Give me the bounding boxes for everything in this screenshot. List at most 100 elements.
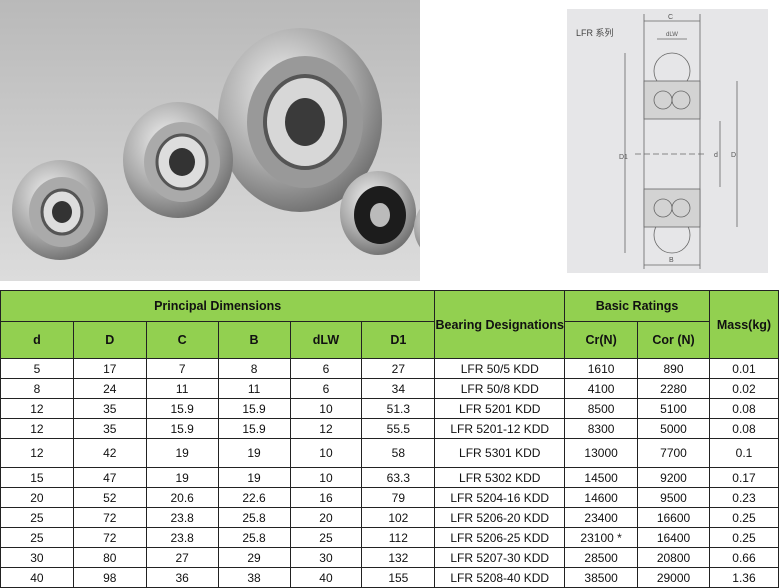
table-cell: 23.8 (145, 527, 219, 548)
table-cell: 8300 (564, 418, 639, 439)
table-cell: LFR 5204-16 KDD (434, 487, 566, 508)
table-cell: 42 (72, 438, 147, 468)
table-cell: 25.8 (217, 527, 291, 548)
table-cell: 27 (145, 547, 219, 568)
table-cell: 22.6 (217, 487, 291, 508)
bearing-large (218, 28, 382, 212)
table-cell: 29 (217, 547, 291, 568)
col-D1: D1 (361, 321, 436, 359)
table-cell: 8 (0, 378, 74, 399)
table-cell: 25 (0, 507, 74, 528)
principal-dimensions-header: Principal Dimensions (0, 290, 436, 322)
table-cell: 10 (289, 467, 363, 488)
table-cell: 10 (289, 398, 363, 419)
table-cell: 38500 (564, 567, 639, 588)
table-row: 30 80 27 29 30 132 LFR 5207-30 KDD 28500 20800 0.… (0, 547, 779, 568)
table-cell: 7 (145, 358, 219, 379)
table-cell: 5000 (637, 418, 710, 439)
table-row: 20 52 20.6 22.6 16 79 LFR 5204-16 KDD 14600 9500… (0, 487, 779, 508)
table-row: 8 24 11 11 6 34 LFR 50/8 KDD 4100 2280 0.02 (0, 378, 779, 399)
table-cell: 20 (289, 507, 363, 528)
table-cell: LFR 50/8 KDD (434, 378, 566, 399)
bearing-sealed (340, 171, 416, 255)
table-cell: 102 (361, 507, 436, 528)
table-cell: 10 (289, 438, 363, 468)
table-cell: 132 (361, 547, 436, 568)
table-cell: 890 (637, 358, 710, 379)
bearing-tiny (414, 208, 420, 248)
table-cell: 58 (361, 438, 436, 468)
table-cell: 25 (0, 527, 74, 548)
table-cell: 19 (145, 467, 219, 488)
table-cell: 6 (289, 358, 363, 379)
table-row: 25 72 23.8 25.8 25 112 LFR 5206-25 KDD 23100 * 1… (0, 527, 779, 548)
table-cell: 1610 (564, 358, 639, 379)
table-cell: 0.25 (708, 527, 779, 548)
table-cell: 52 (72, 487, 147, 508)
col-d: d (0, 321, 74, 359)
table-cell: 28500 (564, 547, 639, 568)
table-cell: 0.23 (708, 487, 779, 508)
table-cell: 0.1 (708, 438, 779, 468)
col-B: B (217, 321, 291, 359)
table-cell: 23400 (564, 507, 639, 528)
table-cell: 35 (72, 418, 147, 439)
bearing-designations-header: Bearing Designations (434, 290, 566, 359)
table-cell: 20800 (637, 547, 710, 568)
table-cell: 23.8 (145, 507, 219, 528)
table-cell: 47 (72, 467, 147, 488)
table-cell: 63.3 (361, 467, 436, 488)
table-cell: 72 (72, 527, 147, 548)
table-cell: 5 (0, 358, 74, 379)
svg-text:B: B (669, 257, 674, 264)
table-cell: 20 (0, 487, 74, 508)
table-cell: 155 (361, 567, 436, 588)
bearing-small-left (12, 160, 108, 260)
table-cell: LFR 5301 KDD (434, 438, 566, 468)
basic-ratings-header: Basic Ratings (564, 290, 710, 322)
table-cell: 11 (145, 378, 219, 399)
table-cell: LFR 5201 KDD (434, 398, 566, 419)
svg-text:D1: D1 (619, 154, 628, 161)
table-cell: 0.08 (708, 398, 779, 419)
col-cor: Cor (N) (637, 321, 710, 359)
svg-text:d: d (714, 152, 718, 159)
col-C: C (145, 321, 219, 359)
table-cell: 9200 (637, 467, 710, 488)
table-cell: 79 (361, 487, 436, 508)
label-c: C (668, 14, 673, 21)
table-cell: LFR 5206-25 KDD (434, 527, 566, 548)
table-row: 12 35 15.9 15.9 10 51.3 LFR 5201 KDD 8500 5100 0.… (0, 398, 779, 419)
table-cell: 40 (289, 567, 363, 588)
table-cell: 4100 (564, 378, 639, 399)
table-cell: 12 (289, 418, 363, 439)
table-cell: 8500 (564, 398, 639, 419)
table-cell: 19 (145, 438, 219, 468)
table-cell: LFR 50/5 KDD (434, 358, 566, 379)
table-cell: 14600 (564, 487, 639, 508)
table-row: 40 98 36 38 40 155 LFR 5208-40 KDD 38500 29000 1.… (0, 567, 779, 588)
table-cell: 7700 (637, 438, 710, 468)
table-cell: 0.17 (708, 467, 779, 488)
table-cell: 25 (289, 527, 363, 548)
lfr-cross-section-diagram: LFR 系列 C dLW D1 d D B (567, 9, 768, 273)
table-cell: 15.9 (145, 398, 219, 419)
table-cell: 2280 (637, 378, 710, 399)
table-cell: 34 (361, 378, 436, 399)
diagram-title: LFR 系列 (576, 28, 614, 38)
table-row: 15 47 19 19 10 63.3 LFR 5302 KDD 14500 9200 0.17 (0, 467, 779, 488)
table-cell: 30 (0, 547, 74, 568)
table-cell: LFR 5201-12 KDD (434, 418, 566, 439)
table-cell: 11 (217, 378, 291, 399)
table-cell: 35 (72, 398, 147, 419)
table-cell: 16 (289, 487, 363, 508)
table-cell: LFR 5208-40 KDD (434, 567, 566, 588)
svg-text:D: D (731, 152, 736, 159)
table-cell: 16600 (637, 507, 710, 528)
table-cell: 16400 (637, 527, 710, 548)
table-cell: 12 (0, 398, 74, 419)
table-cell: 15.9 (145, 418, 219, 439)
table-cell: 0.01 (708, 358, 779, 379)
bearing-spec-table: Principal Dimensions Bearing Designation… (0, 290, 779, 588)
table-row: 12 42 19 19 10 58 LFR 5301 KDD 13000 7700 0.1 (0, 438, 779, 468)
